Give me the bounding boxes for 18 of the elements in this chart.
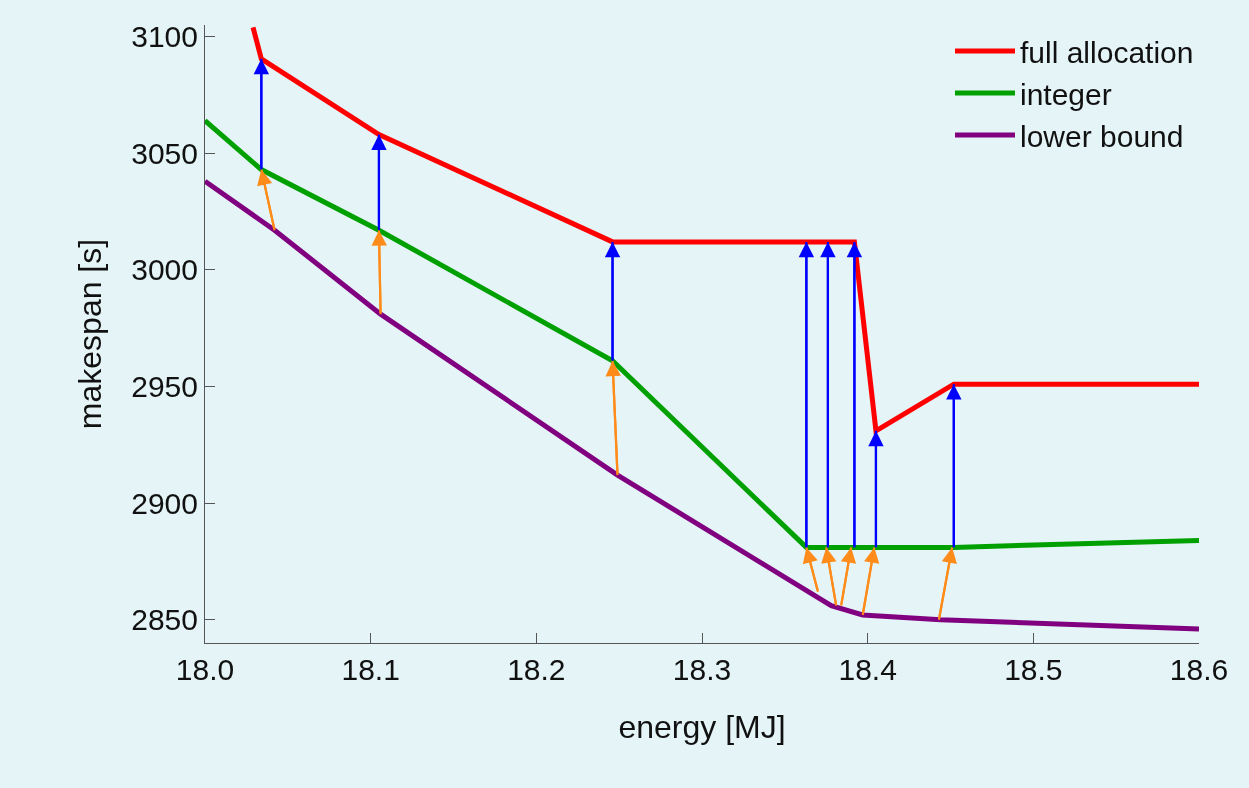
x-tick-label: 18.1 [341,653,400,686]
x-tick-label: 18.3 [672,653,732,686]
legend-label: lower bound [1020,119,1184,153]
y-tick-label: 2950 [131,369,198,403]
x-tick-label: 18.2 [507,653,566,686]
x-tick-label: 18.0 [175,653,235,686]
x-axis-title: energy [MJ] [618,708,786,745]
y-tick-label: 3100 [131,20,198,54]
legend-label: integer [1020,77,1112,111]
x-tick-label: 18.4 [838,653,897,686]
y-tick-label: 2900 [131,486,198,520]
y-tick-label: 3000 [131,253,198,287]
y-tick-label: 2850 [131,603,198,637]
y-tick-label: 3050 [131,136,198,170]
x-tick-label: 18.5 [1004,653,1063,686]
legend-label: full allocation [1020,35,1194,69]
y-axis-title: makespan [s] [71,238,108,430]
x-tick-label: 18.6 [1169,653,1229,686]
